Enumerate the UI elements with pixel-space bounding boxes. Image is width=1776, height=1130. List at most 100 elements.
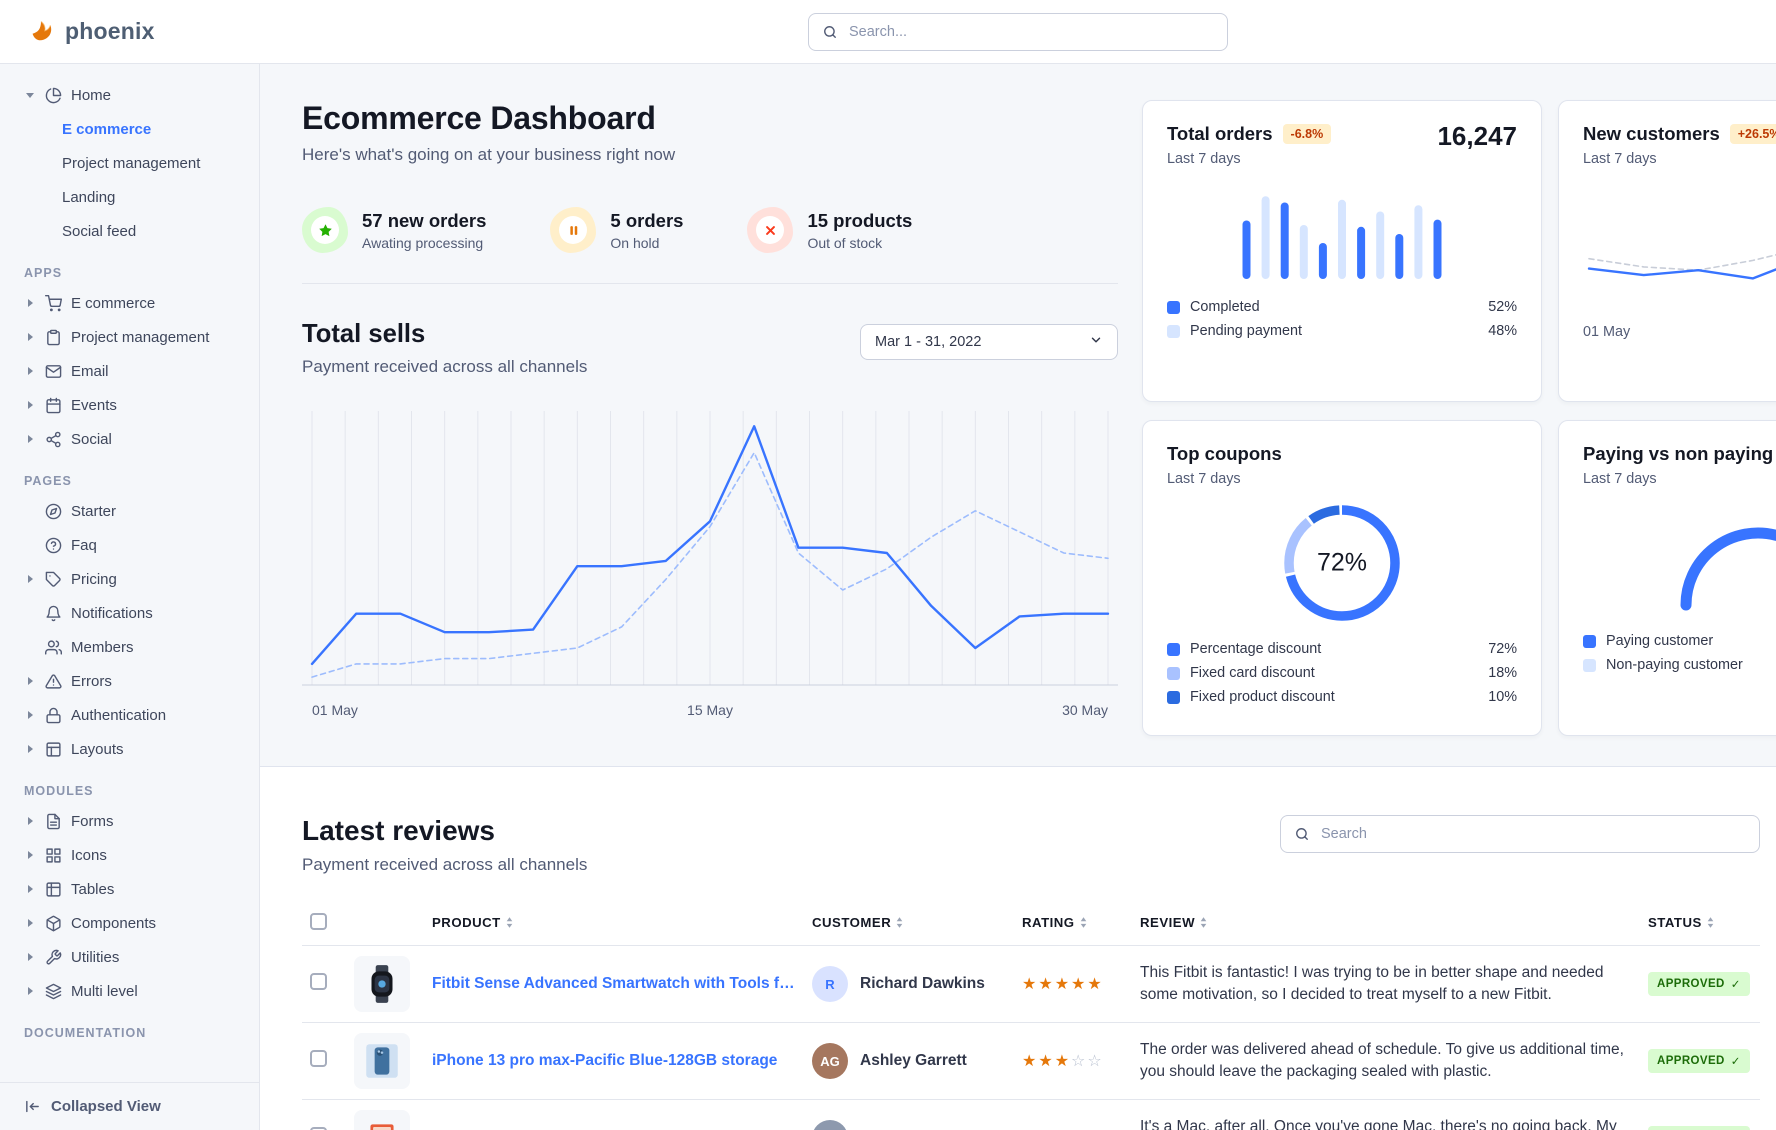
column-header-product[interactable]: PRODUCT	[424, 901, 804, 946]
sidebar-section-label-apps: APPS	[24, 266, 63, 280]
global-search-input[interactable]	[847, 22, 1213, 41]
row-checkbox[interactable]	[310, 1127, 327, 1130]
sidebar-subitem-social-feed[interactable]: Social feed	[62, 222, 137, 240]
star-filled-icon: ★	[1038, 1053, 1055, 1070]
select-all-checkbox[interactable]	[310, 913, 327, 930]
status-badge: APPROVED✓	[1648, 1126, 1750, 1130]
legend-swatch	[1167, 666, 1180, 680]
sidebar-item-notifications[interactable]: Notifications	[0, 596, 259, 630]
product-image[interactable]	[354, 956, 410, 1012]
product-image[interactable]	[354, 1110, 410, 1130]
help-icon	[45, 537, 62, 554]
sidebar-item-components[interactable]: Components	[0, 906, 259, 940]
row-checkbox[interactable]	[310, 1050, 327, 1067]
chevron-right-icon	[24, 987, 36, 995]
legend-swatch	[1167, 642, 1180, 656]
stat-icon-circle	[756, 216, 785, 244]
product-image[interactable]	[354, 1033, 410, 1089]
chevron-right-icon	[24, 367, 36, 375]
sidebar-item-authentication[interactable]: Authentication	[0, 698, 259, 732]
sidebar-item-project-management[interactable]: Project management	[0, 320, 259, 354]
legend-swatch	[1583, 634, 1596, 648]
sidebar-item-icons[interactable]: Icons	[0, 838, 259, 872]
column-header-review[interactable]: REVIEW	[1132, 901, 1640, 946]
sidebar-section-label-pages: PAGES	[24, 474, 72, 488]
latest-reviews-section: Latest reviews Payment received across a…	[260, 767, 1776, 1130]
pause-icon	[550, 207, 597, 253]
star-filled-icon: ★	[1038, 976, 1055, 993]
legend-item: Completed 52%	[1167, 295, 1517, 319]
sidebar-item-email[interactable]: Email	[0, 354, 259, 388]
date-range-select[interactable]: Mar 1 - 31, 2022	[860, 324, 1118, 360]
card-title: Total orders	[1167, 123, 1273, 144]
sidebar-item-label: Members	[71, 638, 134, 656]
sidebar-item-label: Social	[71, 430, 112, 448]
product-link[interactable]: Fitbit Sense Advanced Smartwatch with To…	[432, 974, 796, 992]
global-search[interactable]	[808, 12, 1228, 51]
sidebar-item-label: Multi level	[71, 982, 138, 1000]
reviews-search-input[interactable]	[1319, 825, 1745, 843]
chevron-right-icon	[24, 333, 36, 341]
review-text: This Fitbit is fantastic! I was trying t…	[1140, 963, 1604, 1003]
lock-icon	[45, 707, 62, 724]
legend-item: Pending payment 48%	[1167, 319, 1517, 343]
brand[interactable]: phoenix	[0, 14, 260, 49]
sidebar-item-events[interactable]: Events	[0, 388, 259, 422]
sidebar: Home E commerce Project management Landing S…	[0, 64, 260, 1130]
calendar-icon	[45, 397, 62, 414]
sidebar-item-label: Email	[71, 362, 109, 380]
legend-swatch	[1167, 324, 1180, 338]
total-orders-legend: Completed 52% Pending payment 48%	[1167, 295, 1517, 343]
sidebar-item-members[interactable]: Members	[0, 630, 259, 664]
column-header-customer[interactable]: CUSTOMER	[804, 901, 1014, 946]
total-sells-header: Total sells Payment received across all …	[302, 320, 1118, 377]
sidebar-item-e-commerce[interactable]: E commerce	[0, 286, 259, 320]
product-cell: Apple MacBook Pro 13 inch-M1-8/256GB-spa…	[424, 1099, 804, 1130]
status-cell: APPROVED✓	[1640, 1099, 1760, 1130]
sidebar-item-social[interactable]: Social	[0, 422, 259, 456]
sidebar-subitem-landing[interactable]: Landing	[62, 188, 116, 206]
row-checkbox[interactable]	[310, 973, 327, 990]
stat-label: Out of stock	[807, 234, 883, 251]
legend-label: Fixed card discount	[1190, 665, 1315, 681]
customer-cell-td: R Richard Dawkins	[804, 945, 1014, 1023]
rating-stars: ★★★★★	[1022, 974, 1124, 994]
chevron-right-icon	[24, 817, 36, 825]
product-link[interactable]: iPhone 13 pro max-Pacific Blue-128GB sto…	[432, 1051, 778, 1069]
sidebar-item-faq[interactable]: Faq	[0, 528, 259, 562]
review-row: iPhone 13 pro max-Pacific Blue-128GB sto…	[302, 1022, 1760, 1100]
sidebar-item-utilities[interactable]: Utilities	[0, 940, 259, 974]
sidebar-item-pricing[interactable]: Pricing	[0, 562, 259, 596]
star-filled-icon: ★	[1054, 1053, 1072, 1070]
chevron-right-icon	[24, 953, 36, 961]
sidebar-item-errors[interactable]: Errors	[0, 664, 259, 698]
sidebar-item-home[interactable]: Home	[0, 78, 259, 112]
sidebar-item-label: Icons	[71, 846, 107, 864]
users-icon	[45, 639, 62, 656]
sidebar-item-forms[interactable]: Forms	[0, 804, 259, 838]
sidebar-subitem-project-management[interactable]: Project management	[62, 154, 201, 172]
select-all-header	[302, 901, 346, 946]
sidebar-item-label: Components	[71, 914, 157, 932]
chevron-right-icon	[24, 575, 36, 583]
customer-cell-td: AG Ashley Garrett	[804, 1022, 1014, 1100]
sidebar-item-layouts[interactable]: Layouts	[0, 732, 259, 766]
card-period: Last 7 days	[1583, 471, 1657, 487]
stat-label: Awating processing	[362, 234, 484, 251]
chevron-right-icon	[24, 919, 36, 927]
column-header-rating[interactable]: RATING	[1014, 901, 1132, 946]
sidebar-item-starter[interactable]: Starter	[0, 494, 259, 528]
sidebar-subitem-e-commerce[interactable]: E commerce	[62, 120, 152, 138]
column-header-status[interactable]: STATUS	[1640, 901, 1760, 946]
collapsed-view-toggle[interactable]: Collapsed View	[0, 1082, 259, 1130]
stat-text: 5 orders On hold	[610, 210, 683, 251]
status-cell: APPROVED✓	[1640, 945, 1760, 1023]
reviews-search[interactable]	[1280, 815, 1760, 853]
product-cell: Fitbit Sense Advanced Smartwatch with To…	[424, 945, 804, 1023]
sidebar-item-tables[interactable]: Tables	[0, 872, 259, 906]
star-icon	[302, 207, 348, 253]
customer: WBWoodrow Burton	[812, 1120, 1006, 1130]
sidebar-item-multi-level[interactable]: Multi level	[0, 974, 259, 1008]
star-empty-icon: ☆	[1087, 1053, 1104, 1070]
